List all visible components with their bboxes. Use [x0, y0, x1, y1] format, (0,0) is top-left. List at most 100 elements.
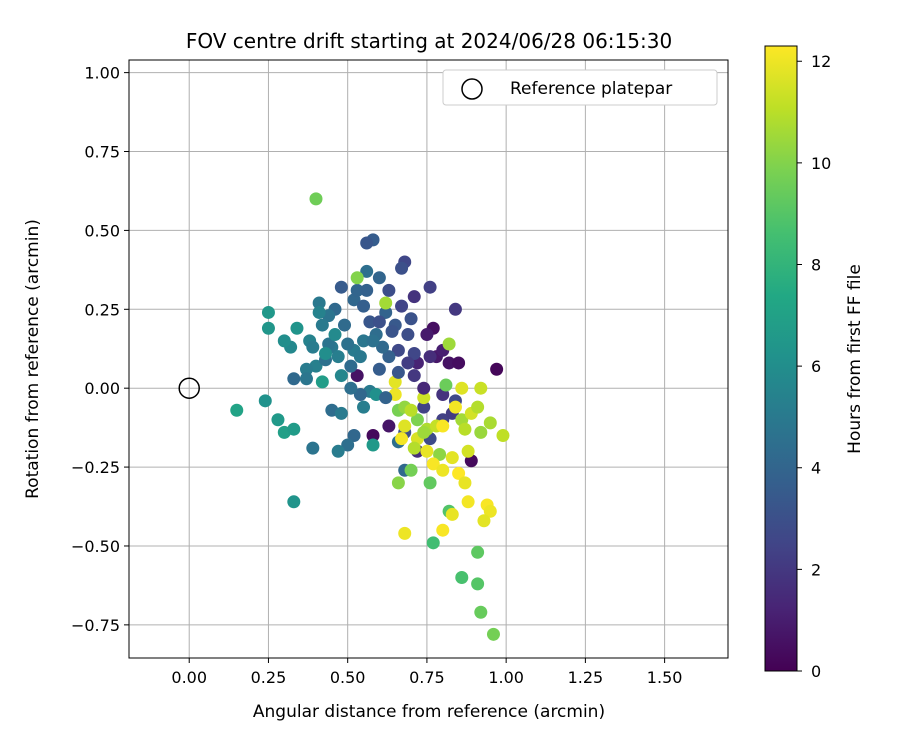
legend-marker-reference [461, 78, 483, 100]
data-point [315, 375, 329, 389]
data-point [452, 356, 466, 370]
data-point [407, 346, 421, 360]
data-point [471, 577, 485, 591]
data-point [344, 381, 358, 395]
legend: Reference platepar [442, 69, 718, 106]
chart-title: FOV centre drift starting at 2024/06/28 … [186, 29, 672, 53]
data-point [261, 305, 275, 319]
data-point [366, 438, 380, 452]
y-tick-label: 0.00 [84, 379, 120, 398]
colorbar: 0 2 4 6 8 10 12 Hours from first FF file [764, 45, 865, 681]
legend-label-reference: Reference platepar [510, 79, 672, 99]
data-point [448, 302, 462, 316]
data-point [395, 432, 409, 446]
data-point [379, 391, 393, 405]
x-tick-label: 1.25 [568, 668, 604, 687]
data-point [455, 381, 469, 395]
colorbar-label: Hours from first FF file [845, 264, 865, 454]
data-point [334, 406, 348, 420]
y-tick-label: 0.75 [84, 143, 120, 162]
data-point [461, 495, 475, 509]
reference-platepar-point [178, 377, 200, 399]
y-tick-label: −0.50 [71, 537, 120, 556]
data-point [398, 526, 412, 540]
data-point [312, 296, 326, 310]
data-point [486, 627, 500, 641]
x-tick-label: 1.00 [488, 668, 524, 687]
data-point [458, 422, 472, 436]
data-point [410, 413, 424, 427]
y-tick-label: 1.00 [84, 64, 120, 83]
data-point [306, 340, 320, 354]
data-point [331, 350, 345, 364]
colorbar-tick-label: 10 [811, 154, 831, 173]
x-tick-label: 1.50 [647, 668, 683, 687]
data-point [395, 261, 409, 275]
data-point [379, 296, 393, 310]
data-point [391, 343, 405, 357]
data-point [423, 280, 437, 294]
data-point [474, 381, 488, 395]
data-point [357, 400, 371, 414]
data-point [455, 571, 469, 585]
data-point [287, 495, 301, 509]
data-point [261, 321, 275, 335]
data-point [350, 369, 364, 383]
data-point [423, 476, 437, 490]
data-point [318, 346, 332, 360]
data-point [372, 315, 386, 329]
colorbar-ticks: 0 2 4 6 8 10 12 [797, 52, 831, 681]
legend-box [442, 69, 718, 106]
data-point [448, 400, 462, 414]
y-axis-ticks: −0.75 −0.50 −0.25 0.00 0.25 0.50 0.75 1.00 [71, 64, 129, 635]
data-point [433, 447, 447, 461]
data-point [287, 422, 301, 436]
data-point [372, 362, 386, 376]
data-point [331, 444, 345, 458]
data-point [328, 328, 342, 342]
data-point [391, 476, 405, 490]
data-point [382, 283, 396, 297]
data-point [391, 365, 405, 379]
data-point [341, 337, 355, 351]
x-tick-label: 0.00 [171, 668, 207, 687]
data-point [420, 328, 434, 342]
data-point [417, 381, 431, 395]
data-point [341, 438, 355, 452]
data-point [312, 305, 326, 319]
data-point [417, 400, 431, 414]
data-point [350, 271, 364, 285]
colorbar-tick-label: 0 [811, 662, 821, 681]
y-tick-label: 0.50 [84, 221, 120, 240]
data-point [382, 419, 396, 433]
data-point [426, 457, 440, 471]
data-point [379, 305, 393, 319]
plot-frame [128, 59, 729, 659]
data-point [417, 391, 431, 405]
data-point [483, 416, 497, 430]
data-point [442, 337, 456, 351]
colorbar-gradient [764, 45, 798, 672]
data-point [277, 334, 291, 348]
data-point [309, 192, 323, 206]
colorbar-tick-label: 8 [811, 255, 821, 274]
data-point [334, 369, 348, 383]
x-axis-label: Angular distance from reference (arcmin) [253, 702, 605, 722]
data-point [445, 451, 459, 465]
data-point [398, 419, 412, 433]
data-point [426, 536, 440, 550]
data-point [423, 350, 437, 364]
data-point [230, 403, 244, 417]
data-point [290, 321, 304, 335]
data-point [315, 318, 329, 332]
data-point [474, 605, 488, 619]
colorbar-tick-label: 4 [811, 459, 821, 478]
data-point [363, 315, 377, 329]
data-point [496, 429, 510, 443]
data-point [360, 264, 374, 278]
data-point [442, 356, 456, 370]
data-point [334, 280, 348, 294]
data-point [357, 299, 371, 313]
data-point [338, 318, 352, 332]
